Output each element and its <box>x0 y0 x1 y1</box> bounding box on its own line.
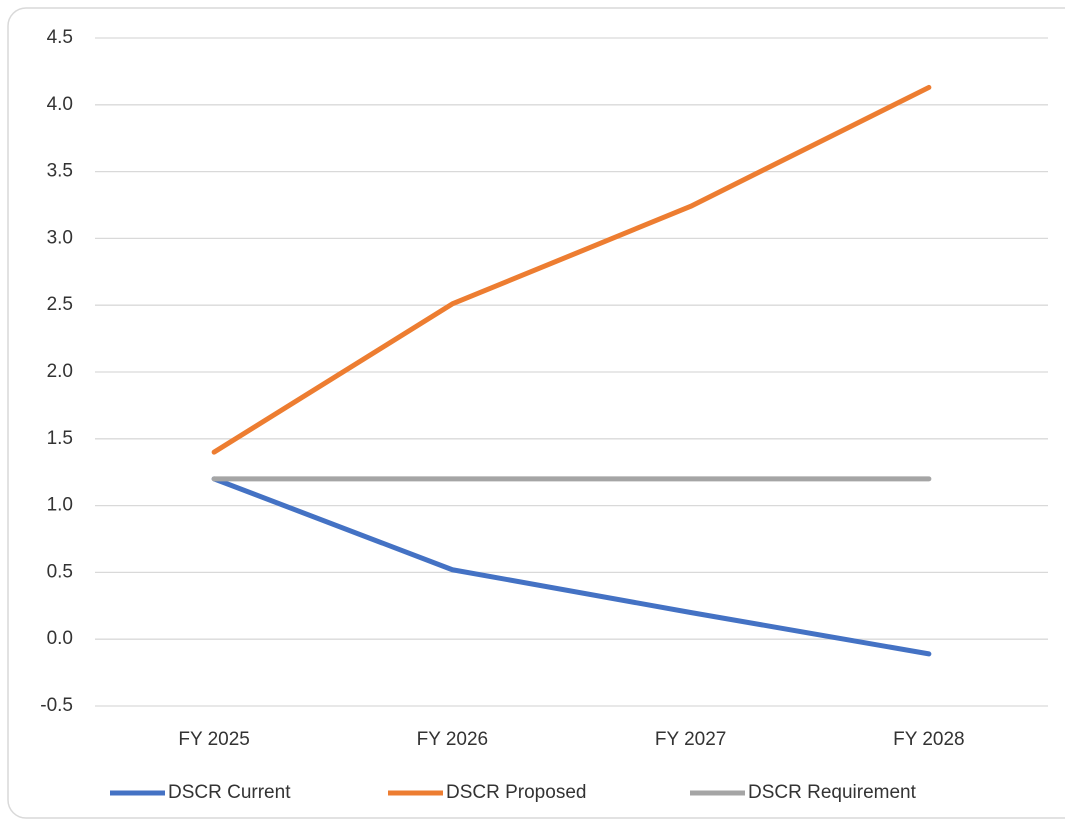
chart-border <box>7 7 1065 819</box>
y-tick-label: 0.5 <box>47 561 73 582</box>
x-tick-label: FY 2026 <box>417 729 488 750</box>
data-line <box>211 84 932 455</box>
x-tick-label: FY 2028 <box>893 729 964 750</box>
y-tick-label: 0.0 <box>47 628 73 649</box>
y-tick-label: 4.0 <box>47 94 73 115</box>
y-tick-label: -0.5 <box>40 695 73 716</box>
y-tick-label: 2.0 <box>47 361 73 382</box>
x-tick-label: FY 2025 <box>178 729 249 750</box>
y-tick-label: 1.5 <box>47 428 73 449</box>
y-tick-label: 3.0 <box>47 227 73 248</box>
x-tick-label: FY 2027 <box>655 729 726 750</box>
y-tick-label: 1.0 <box>47 495 73 516</box>
legend-label: DSCR Requirement <box>748 782 917 803</box>
legend-label: DSCR Proposed <box>446 782 586 803</box>
legend-label: DSCR Current <box>168 782 291 803</box>
y-tick-label: 3.5 <box>47 161 73 182</box>
y-tick-label: 2.5 <box>47 294 73 315</box>
data-line <box>211 476 932 657</box>
y-tick-label: 4.5 <box>47 27 73 48</box>
